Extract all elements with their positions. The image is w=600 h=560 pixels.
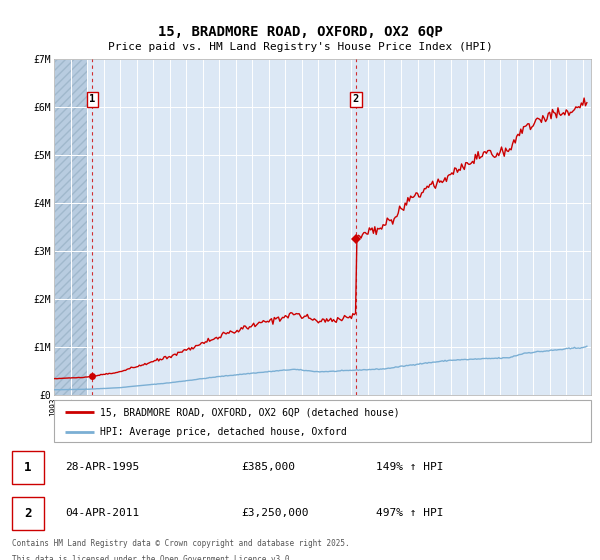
Text: 2: 2 <box>353 94 359 104</box>
Text: 1: 1 <box>89 94 95 104</box>
Text: HPI: Average price, detached house, Oxford: HPI: Average price, detached house, Oxfo… <box>100 427 346 437</box>
Text: 04-APR-2011: 04-APR-2011 <box>65 508 139 518</box>
Text: Price paid vs. HM Land Registry's House Price Index (HPI): Price paid vs. HM Land Registry's House … <box>107 42 493 52</box>
FancyBboxPatch shape <box>12 451 44 484</box>
Text: Contains HM Land Registry data © Crown copyright and database right 2025.: Contains HM Land Registry data © Crown c… <box>12 539 350 548</box>
Text: £385,000: £385,000 <box>241 462 295 472</box>
Text: This data is licensed under the Open Government Licence v3.0.: This data is licensed under the Open Gov… <box>12 555 294 560</box>
Text: 149% ↑ HPI: 149% ↑ HPI <box>376 462 444 472</box>
Text: 2: 2 <box>24 507 32 520</box>
Text: 15, BRADMORE ROAD, OXFORD, OX2 6QP: 15, BRADMORE ROAD, OXFORD, OX2 6QP <box>158 25 442 39</box>
FancyBboxPatch shape <box>54 400 591 442</box>
Text: 1: 1 <box>24 460 32 474</box>
Text: 15, BRADMORE ROAD, OXFORD, OX2 6QP (detached house): 15, BRADMORE ROAD, OXFORD, OX2 6QP (deta… <box>100 407 399 417</box>
Text: £3,250,000: £3,250,000 <box>241 508 309 518</box>
Text: 497% ↑ HPI: 497% ↑ HPI <box>376 508 444 518</box>
FancyBboxPatch shape <box>12 497 44 530</box>
Text: 28-APR-1995: 28-APR-1995 <box>65 462 139 472</box>
